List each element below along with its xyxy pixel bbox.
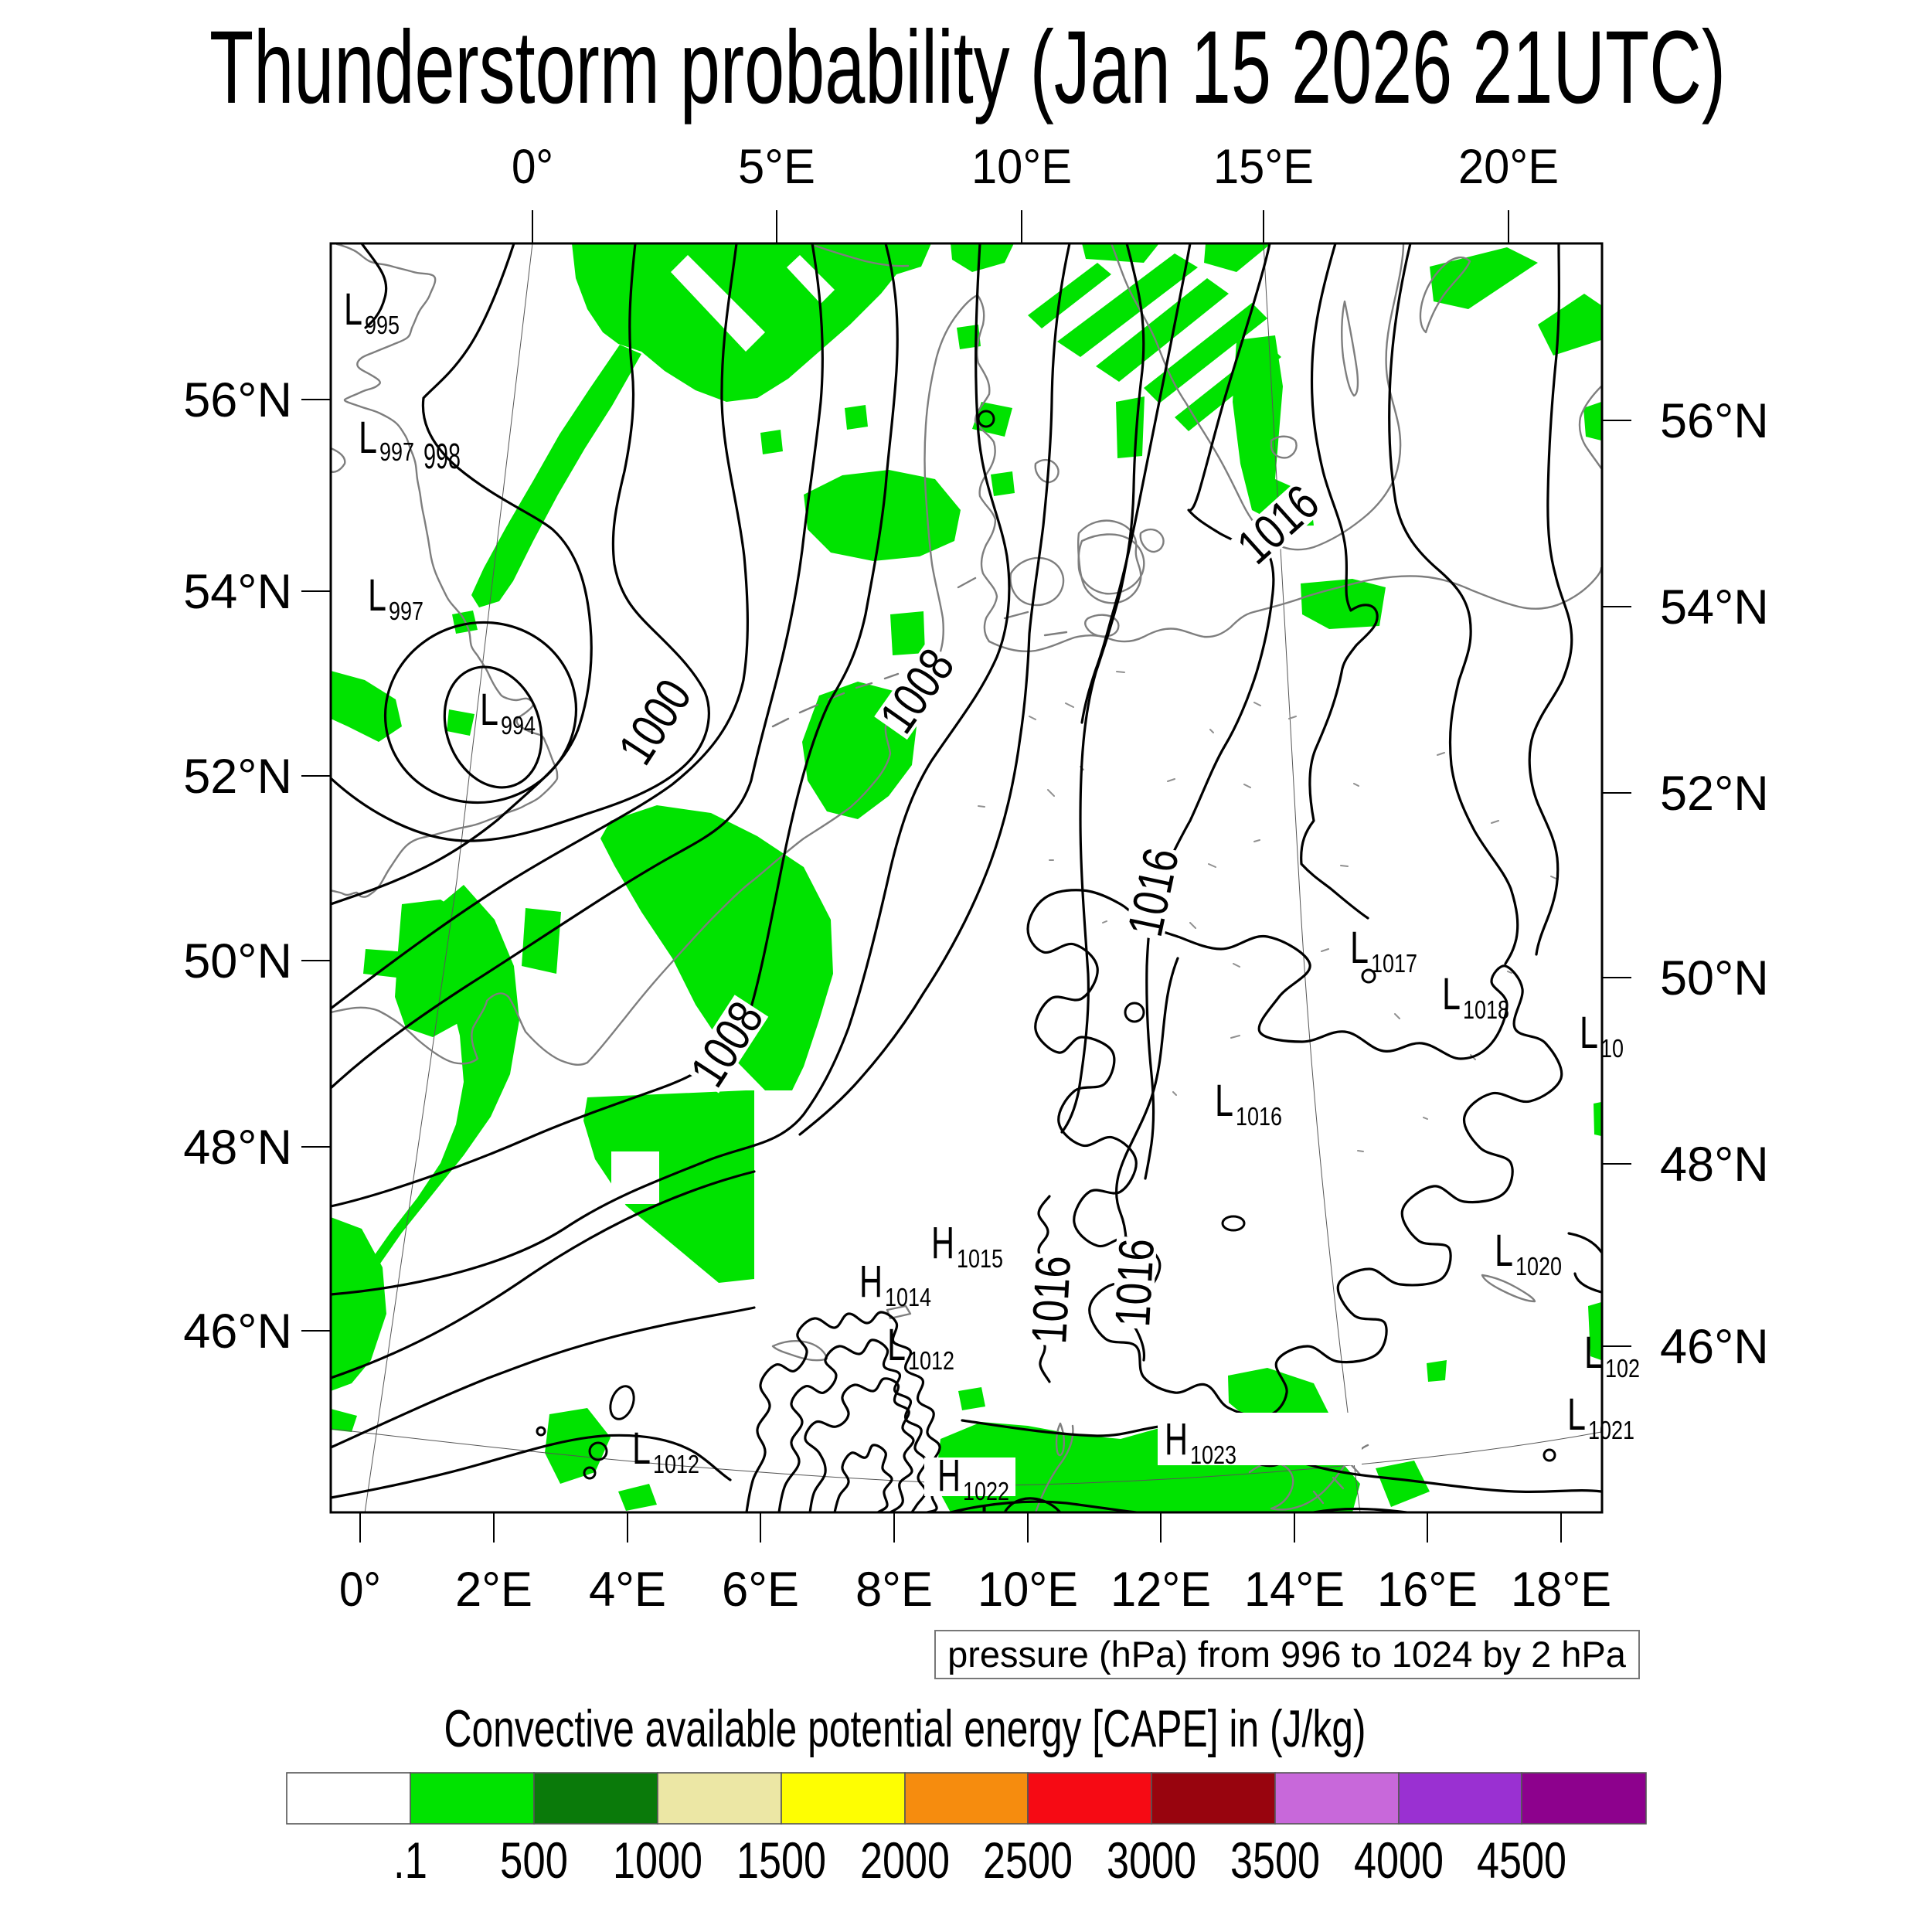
svg-text:20°E: 20°E — [1458, 140, 1559, 194]
svg-text:3500: 3500 — [1230, 1832, 1320, 1889]
svg-text:48°N: 48°N — [1660, 1138, 1769, 1192]
svg-text:18°E: 18°E — [1511, 1563, 1611, 1617]
svg-text:54°N: 54°N — [183, 565, 292, 619]
svg-text:L: L — [480, 685, 498, 735]
svg-text:10°E: 10°E — [978, 1563, 1078, 1617]
svg-text:L: L — [368, 570, 386, 621]
svg-text:L: L — [1567, 1389, 1586, 1440]
svg-text:56°N: 56°N — [183, 373, 292, 427]
svg-text:1021: 1021 — [1588, 1416, 1634, 1444]
svg-text:L: L — [887, 1320, 906, 1370]
svg-text:6°E: 6°E — [722, 1563, 799, 1617]
svg-text:1018: 1018 — [1463, 995, 1509, 1024]
svg-text:1016: 1016 — [1104, 1237, 1165, 1328]
svg-text:56°N: 56°N — [1660, 394, 1769, 448]
svg-text:L: L — [632, 1423, 651, 1474]
svg-text:2000: 2000 — [860, 1832, 950, 1889]
svg-text:L: L — [1584, 1328, 1603, 1378]
svg-text:4°E: 4°E — [589, 1563, 666, 1617]
svg-text:2500: 2500 — [983, 1832, 1073, 1889]
svg-text:997: 997 — [379, 437, 414, 466]
svg-text:L: L — [1215, 1076, 1233, 1126]
svg-text:1016: 1016 — [1236, 1102, 1282, 1131]
svg-text:1012: 1012 — [653, 1450, 699, 1478]
svg-text:997: 997 — [389, 597, 423, 625]
svg-text:46°N: 46°N — [183, 1304, 292, 1359]
svg-text:L: L — [1495, 1226, 1513, 1276]
svg-text:52°N: 52°N — [183, 750, 292, 804]
svg-text:0°: 0° — [339, 1563, 381, 1617]
svg-text:10: 10 — [1600, 1034, 1624, 1063]
svg-text:L: L — [344, 284, 362, 335]
svg-text:102: 102 — [1605, 1354, 1640, 1383]
svg-text:52°N: 52°N — [1660, 767, 1769, 821]
svg-text:50°N: 50°N — [1660, 951, 1769, 1005]
svg-text:15°E: 15°E — [1213, 140, 1314, 194]
svg-text:1020: 1020 — [1515, 1252, 1562, 1281]
svg-text:L: L — [1350, 923, 1369, 973]
svg-text:50°N: 50°N — [183, 934, 292, 988]
svg-text:1022: 1022 — [963, 1477, 1009, 1505]
svg-text:4500: 4500 — [1477, 1832, 1566, 1889]
svg-text:L: L — [1442, 969, 1461, 1019]
svg-text:L: L — [980, 1498, 998, 1548]
svg-text:1023: 1023 — [1190, 1440, 1236, 1469]
svg-text:H: H — [937, 1451, 961, 1501]
svg-text:998: 998 — [423, 436, 461, 476]
svg-text:L: L — [359, 413, 377, 463]
svg-text:500: 500 — [500, 1832, 568, 1889]
svg-text:1017: 1017 — [1371, 949, 1417, 978]
svg-text:5°E: 5°E — [738, 140, 815, 194]
svg-text:8°E: 8°E — [855, 1563, 933, 1617]
svg-text:0°: 0° — [512, 140, 553, 194]
svg-text:Thunderstorm probability (Jan: Thunderstorm probability (Jan 15 2026 21… — [209, 10, 1726, 125]
svg-text:1014: 1014 — [885, 1283, 931, 1311]
svg-text:1015: 1015 — [957, 1244, 1003, 1273]
svg-text:L: L — [1580, 1008, 1598, 1058]
svg-text:2°E: 2°E — [455, 1563, 532, 1617]
svg-text:16°E: 16°E — [1377, 1563, 1478, 1617]
svg-text:pressure (hPa) from 996 to 102: pressure (hPa) from 996 to 1024 by 2 hPa — [947, 1634, 1627, 1675]
svg-text:.1: .1 — [393, 1832, 427, 1889]
svg-text:1000: 1000 — [613, 1832, 702, 1889]
svg-text:12°E: 12°E — [1111, 1563, 1211, 1617]
svg-text:48°N: 48°N — [183, 1121, 292, 1175]
svg-text:54°N: 54°N — [1660, 580, 1769, 634]
svg-text:H: H — [931, 1218, 954, 1268]
svg-text:1012: 1012 — [908, 1346, 954, 1375]
svg-text:10°E: 10°E — [971, 140, 1072, 194]
svg-text:1500: 1500 — [736, 1832, 826, 1889]
svg-text:3000: 3000 — [1107, 1832, 1196, 1889]
svg-text:Convective available potential: Convective available potential energy [C… — [444, 1699, 1366, 1758]
svg-text:46°N: 46°N — [1660, 1320, 1769, 1374]
svg-text:14°E: 14°E — [1244, 1563, 1345, 1617]
svg-text:994: 994 — [501, 711, 536, 740]
svg-text:4000: 4000 — [1354, 1832, 1444, 1889]
svg-text:H: H — [859, 1257, 883, 1307]
svg-text:995: 995 — [365, 311, 400, 339]
svg-text:H: H — [1165, 1414, 1188, 1464]
svg-text:1016: 1016 — [1021, 1254, 1081, 1345]
